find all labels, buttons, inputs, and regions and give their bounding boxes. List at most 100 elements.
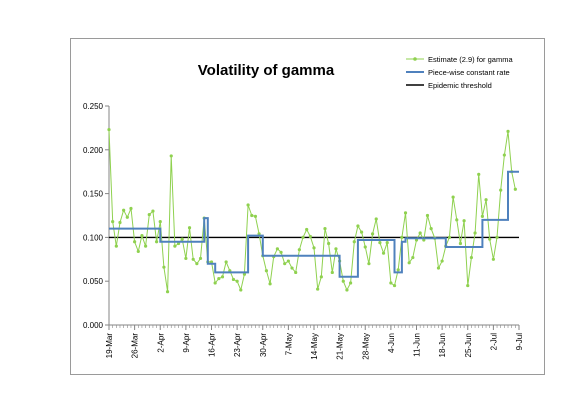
estimate-point — [327, 241, 331, 246]
estimate-point — [220, 275, 225, 279]
estimate-point — [495, 235, 499, 239]
x-tick-label: 19-Mar — [105, 333, 114, 359]
estimate-point — [191, 257, 195, 261]
series-estimate-line — [108, 129, 516, 292]
estimate-point — [341, 279, 345, 283]
estimate-point — [363, 245, 367, 249]
estimate-point — [312, 246, 316, 250]
estimate-point — [473, 231, 477, 235]
estimate-point — [451, 195, 455, 199]
x-tick-label: 2-Apr — [156, 333, 165, 353]
estimate-point — [301, 235, 305, 239]
estimate-point — [169, 154, 173, 158]
estimate-point — [418, 231, 422, 235]
estimate-point — [334, 247, 338, 251]
estimate-point — [198, 256, 203, 261]
x-tick-label: 2-Jul — [489, 333, 498, 351]
estimate-point — [411, 255, 415, 260]
estimate-point — [239, 288, 243, 292]
estimate-point — [217, 276, 221, 281]
x-tick-label: 18-Jun — [438, 333, 447, 357]
y-tick-label: 0.200 — [83, 146, 104, 155]
estimate-point — [488, 237, 492, 241]
estimate-point — [484, 198, 488, 202]
estimate-point — [436, 266, 441, 270]
estimate-point — [392, 283, 397, 288]
estimate-point — [180, 237, 184, 241]
estimate-point — [352, 240, 356, 244]
y-tick-label: 0.000 — [83, 321, 104, 330]
estimate-point — [165, 290, 170, 294]
x-tick-label: 23-Apr — [233, 333, 242, 357]
legend-marker-estimate — [413, 57, 417, 61]
estimate-point — [290, 266, 294, 270]
chart-frame: Volatility of gamma Estimate (2.9) for g… — [70, 38, 545, 375]
estimate-point — [469, 255, 474, 260]
estimate-point — [297, 248, 301, 252]
x-tick-label: 9-Jul — [515, 333, 524, 351]
estimate-point — [184, 256, 188, 261]
y-tick-label: 0.150 — [83, 190, 104, 199]
chart-svg: Volatility of gamma Estimate (2.9) for g… — [83, 55, 524, 360]
estimate-point — [429, 227, 433, 231]
estimate-point — [506, 129, 510, 134]
x-tick-label: 14-May — [310, 333, 319, 360]
estimate-point — [389, 281, 393, 285]
estimate-point — [349, 281, 353, 285]
estimate-point — [319, 275, 323, 279]
estimate-point — [187, 226, 192, 230]
series-piecewise-line — [109, 170, 519, 278]
x-tick-label: 21-May — [336, 333, 345, 360]
x-tick-label: 4-Jun — [387, 333, 396, 353]
estimate-point — [305, 227, 309, 232]
estimate-point — [330, 270, 334, 275]
estimate-point — [140, 234, 144, 238]
estimate-point — [235, 279, 239, 283]
estimate-point — [268, 282, 272, 286]
x-tick-label: 28-May — [361, 333, 370, 360]
estimate-point — [425, 213, 430, 218]
estimate-point — [396, 268, 400, 272]
estimate-point — [378, 241, 382, 245]
estimate-point — [173, 244, 177, 248]
estimate-point — [491, 257, 495, 261]
estimate-point — [458, 241, 463, 246]
legend-label-piecewise: Piece-wise constant rate — [428, 68, 510, 77]
legend-label-threshold: Epidemic threshold — [428, 81, 492, 90]
estimate-point — [275, 247, 279, 251]
x-tick-label: 30-Apr — [259, 333, 268, 357]
estimate-point — [356, 224, 360, 228]
legend-label-estimate: Estimate (2.9) for gamma — [428, 55, 513, 64]
estimate-point — [502, 153, 506, 157]
estimate-point — [374, 217, 378, 221]
x-tick-label: 9-Apr — [182, 333, 191, 353]
estimate-point — [125, 215, 129, 219]
estimate-point — [480, 214, 484, 218]
estimate-point — [133, 240, 137, 244]
estimate-point — [447, 235, 452, 239]
estimate-point — [400, 235, 404, 239]
estimate-point — [477, 172, 481, 176]
x-axis: 19-Mar 26-Mar 2-Apr 9-Apr 16-Apr 23-Apr 30-Apr… — [105, 324, 524, 360]
estimate-point — [462, 219, 466, 223]
estimate-point — [367, 262, 371, 266]
estimate-point — [147, 213, 151, 217]
estimate-point — [308, 234, 312, 239]
estimate-point — [224, 260, 228, 264]
estimate-point — [264, 269, 269, 273]
y-tick-label: 0.100 — [83, 233, 104, 242]
estimate-point — [316, 287, 320, 291]
estimate-point — [286, 259, 290, 263]
estimate-point — [154, 240, 159, 244]
estimate-point — [359, 230, 364, 234]
estimate-point — [279, 250, 283, 254]
estimate-point — [385, 241, 389, 245]
estimate-point — [283, 262, 287, 266]
estimate-point — [162, 265, 166, 269]
estimate-point — [151, 209, 155, 213]
estimate-point — [129, 206, 133, 211]
x-tick-label: 25-Jun — [464, 333, 473, 357]
estimate-point — [294, 270, 298, 275]
estimate-point — [111, 220, 115, 224]
x-tick-label: 26-Mar — [131, 333, 140, 359]
